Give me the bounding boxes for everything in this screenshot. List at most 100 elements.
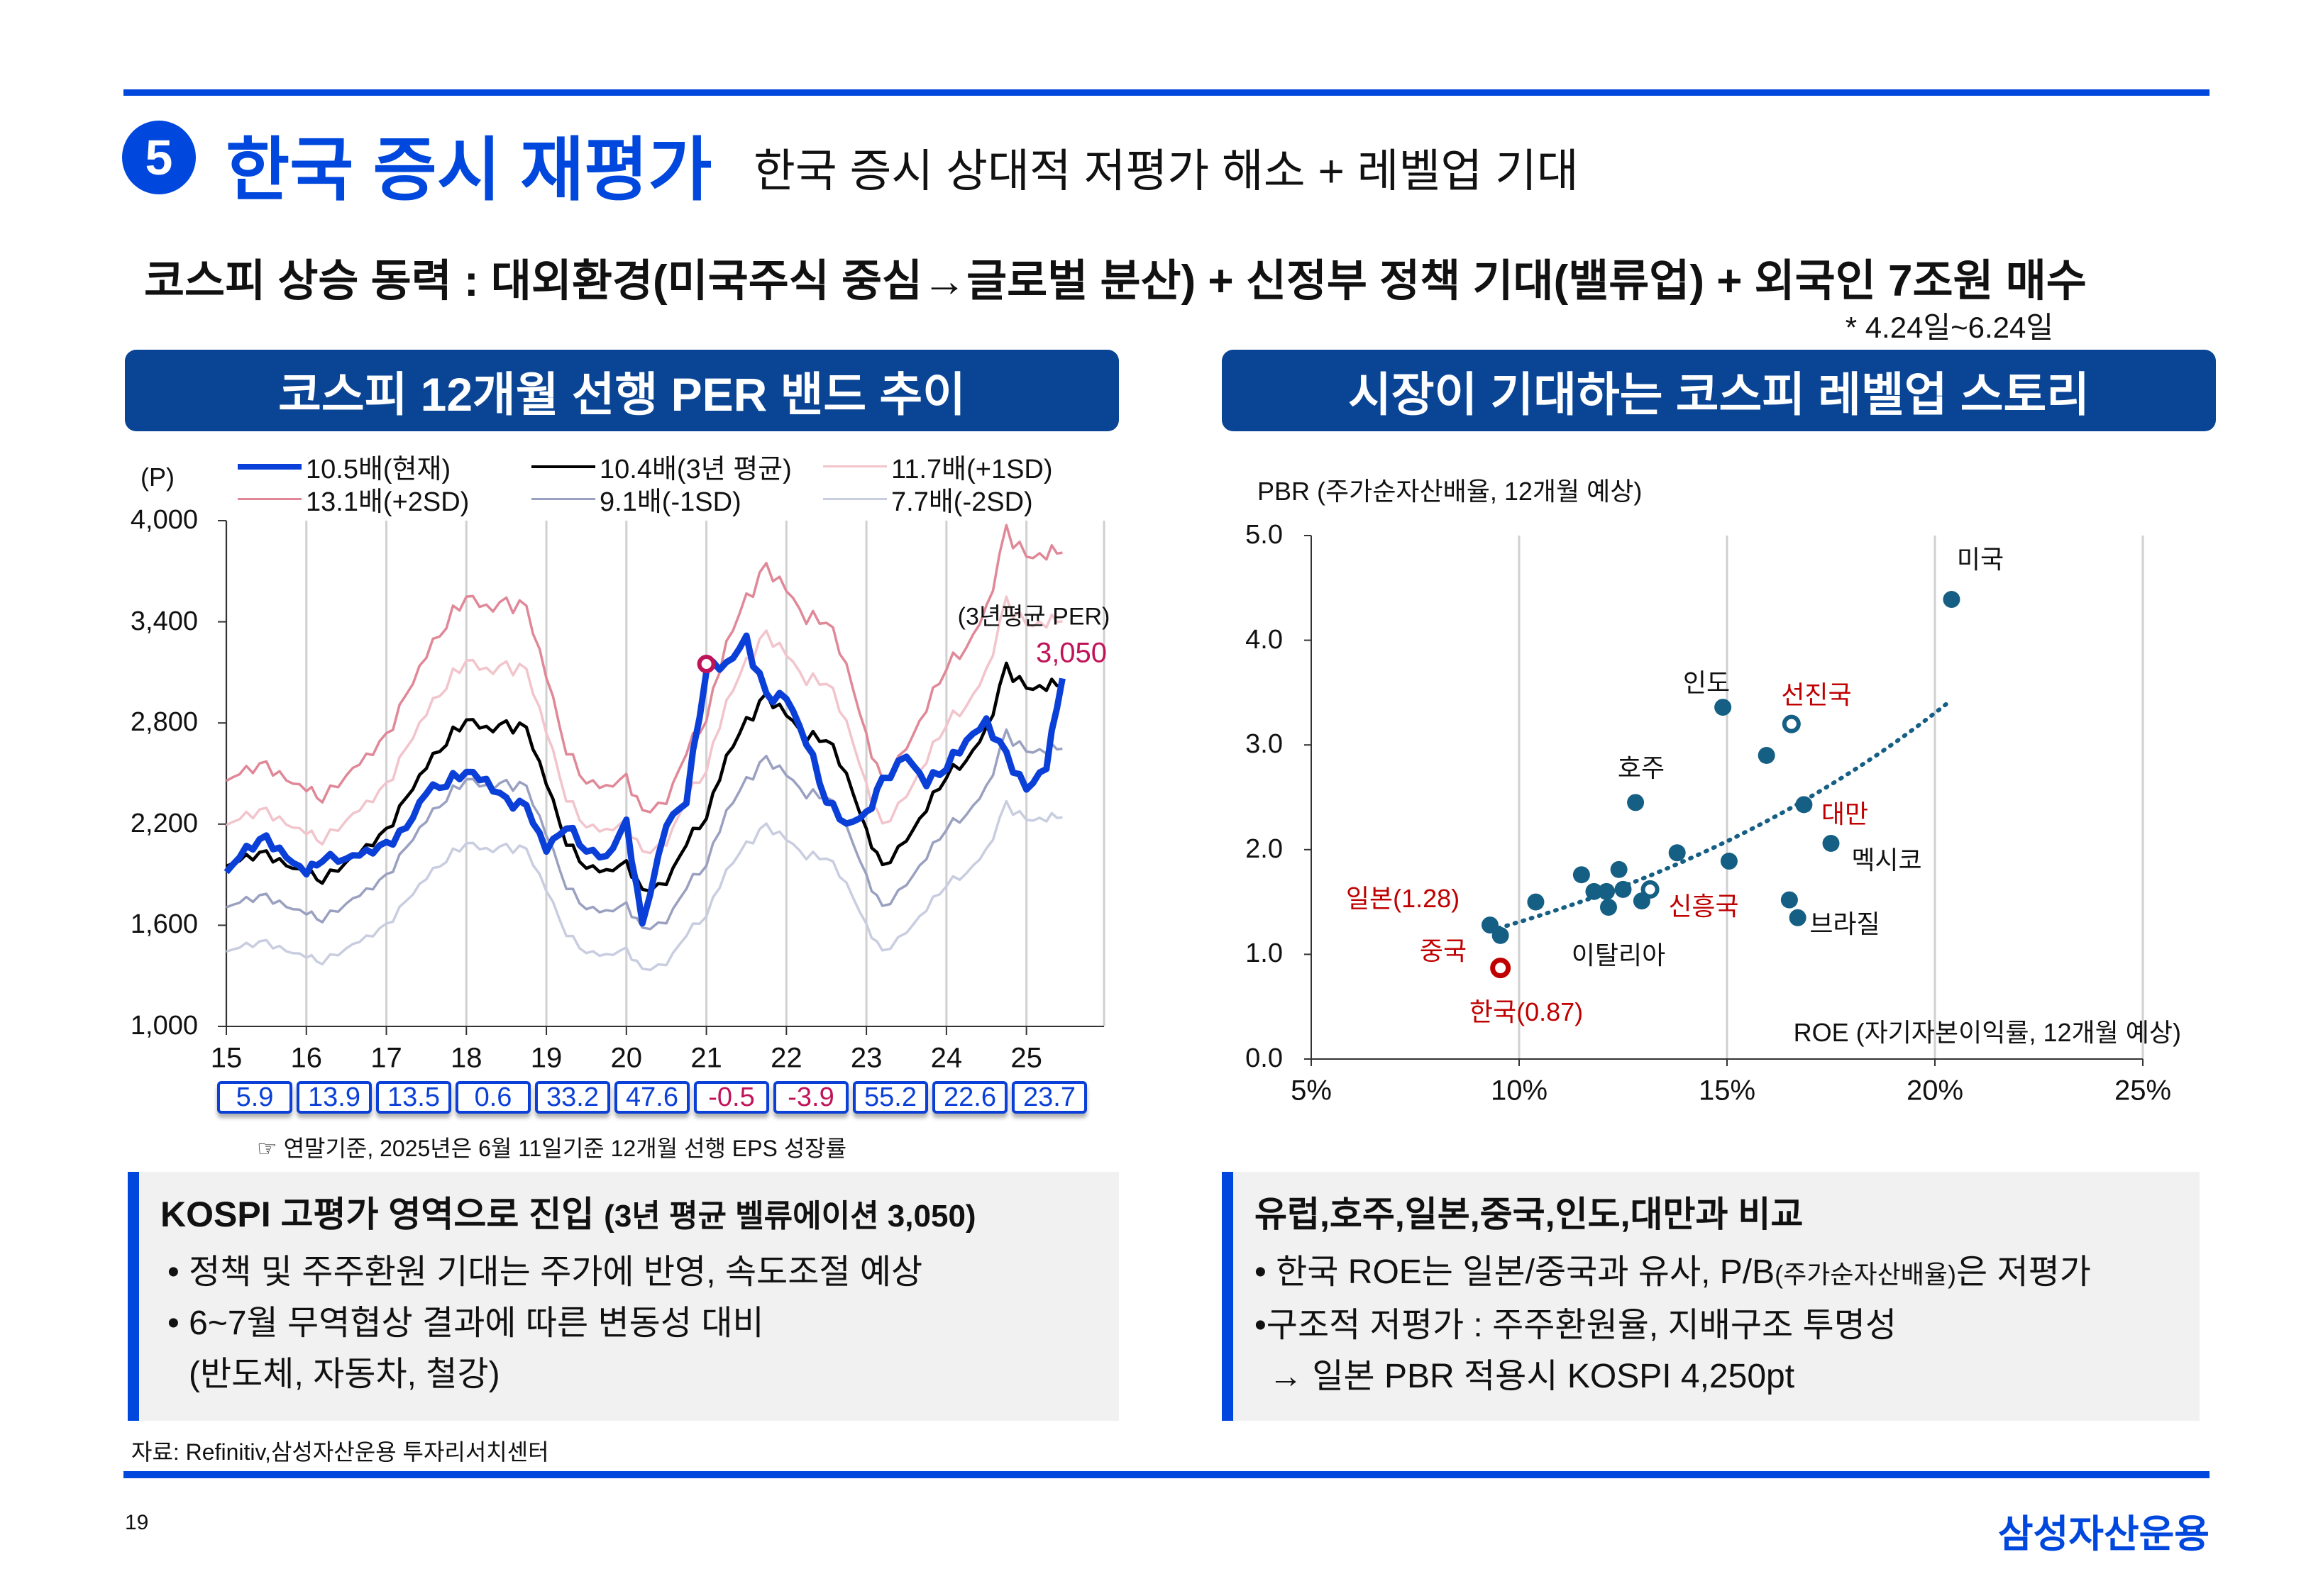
top-rule — [123, 89, 2210, 96]
scatter-point — [1610, 860, 1628, 878]
x-tick-label: 16 — [290, 1042, 323, 1074]
annotation-value: 3,050 — [1035, 637, 1108, 669]
annotation-label: (3년평균 PER) — [957, 603, 1110, 631]
bottom-rule — [123, 1471, 2210, 1478]
right-panel-header: 시장이 기대하는 코스피 레벨업 스토리 — [1222, 350, 2216, 431]
point-label: 일본(1.28) — [1345, 884, 1460, 913]
page-number: 19 — [125, 1511, 149, 1534]
x-tick-label: 17 — [370, 1042, 402, 1074]
scatter-point — [1481, 916, 1499, 934]
y-tick-label: 4,000 — [130, 505, 198, 535]
source-note: 자료: Refinitiv,삼성자산운용 투자리서치센터 — [131, 1439, 549, 1465]
series-line-plus1sd — [226, 595, 1063, 855]
scatter-point — [1780, 891, 1798, 909]
period-note: * 4.24일~6.24일 — [1845, 311, 2053, 344]
scatter-point — [1491, 926, 1509, 944]
scatter-point — [1795, 796, 1813, 814]
right-summary-line: • 한국 ROE는 일본/중국과 유사, P/B(주가순자산배율)은 저평가 — [1254, 1253, 2091, 1291]
left-summary-line: • 정책 및 주주환원 기대는 주가에 반영, 속도조절 예상 — [167, 1253, 923, 1291]
scatter-point — [1614, 880, 1632, 898]
legend-plus2sd: 13.1배(+2SD) — [238, 480, 469, 519]
point-label: 대만 — [1821, 799, 1869, 829]
scatter-point — [1668, 844, 1686, 862]
scatter-point — [1599, 898, 1617, 916]
y-axis-title: PBR (주가순자산배율, 12개월 예상) — [1257, 477, 1643, 506]
point-label: 이탈리아 — [1571, 941, 1666, 970]
legend-minus1sd: 9.1배(-1SD) — [531, 480, 741, 519]
right-summary-box: 유럽,호주,일본,중국,인도,대만과 비교 • 한국 ROE는 일본/중국과 유… — [1222, 1172, 2200, 1421]
x-tick-label: 19 — [530, 1042, 563, 1074]
y-tick-label: 1,000 — [130, 1011, 198, 1041]
scatter-point — [1527, 893, 1545, 911]
point-label: 한국(0.87) — [1469, 997, 1584, 1026]
series-line-mean — [226, 661, 1063, 893]
point-label: 인도 — [1682, 668, 1731, 697]
x-tick-label: 23 — [850, 1042, 883, 1074]
eps-growth-box: 33.2 — [535, 1081, 610, 1114]
scatter-point — [1640, 880, 1660, 899]
point-label: 호주 — [1617, 753, 1665, 782]
y-tick-label: 2,800 — [130, 707, 198, 738]
x-tick-label: 22 — [771, 1042, 802, 1074]
x-tick-label: 10% — [1490, 1075, 1548, 1107]
y-tick-label: 2.0 — [1245, 833, 1283, 864]
legend-minus2sd: 7.7배(-2SD) — [823, 480, 1033, 519]
scatter-point — [1714, 699, 1732, 716]
legend-plus1sd: 11.7배(+1SD) — [823, 447, 1053, 486]
x-tick-label: 25 — [1010, 1042, 1042, 1074]
x-tick-label: 21 — [690, 1042, 722, 1074]
right-summary-line: •구조적 저평가 : 주주환원율, 지배구조 투명성 — [1254, 1307, 1897, 1344]
point-label: 선진국 — [1781, 680, 1852, 709]
x-tick-label: 20% — [1906, 1075, 1964, 1107]
eps-growth-box: 22.6 — [932, 1081, 1008, 1114]
point-label: 중국 — [1419, 936, 1467, 965]
point-label: 미국 — [1956, 545, 2004, 574]
eps-growth-box: -3.9 — [773, 1081, 849, 1114]
lead-statement: 코스피 상승 동력 : 대외환경(미국주식 중심→글로벌 분산) + 신정부 정… — [144, 257, 2087, 306]
scatter-point — [1943, 591, 1960, 609]
x-tick-label: 18 — [451, 1042, 482, 1074]
eps-growth-box: 47.6 — [614, 1081, 690, 1114]
company-logo: 삼성자산운용 — [1997, 1513, 2210, 1556]
scatter-point — [1572, 866, 1590, 884]
page-subtitle: 한국 증시 상대적 저평가 해소 + 레벨업 기대 — [754, 145, 1579, 196]
y-tick-label: 4.0 — [1245, 624, 1283, 655]
legend-mean: 10.4배(3년 평균) — [531, 447, 792, 486]
scatter-point — [1598, 882, 1616, 900]
series-line-minus1sd — [226, 728, 1063, 931]
eps-note: ☞ 연말기준, 2025년은 6월 11일기준 12개월 선행 EPS 성장률 — [257, 1136, 847, 1161]
page-title: 한국 증시 재평가 — [226, 131, 712, 209]
y-unit-label: (P) — [140, 462, 175, 492]
series-line-kospi — [224, 632, 1066, 927]
eps-growth-box: -0.5 — [694, 1081, 769, 1114]
y-tick-label: 0.0 — [1245, 1043, 1283, 1073]
y-tick-label: 3.0 — [1245, 729, 1283, 760]
y-tick-label: 2,200 — [130, 808, 198, 838]
x-tick-label: 15 — [210, 1042, 243, 1074]
y-tick-label: 3,400 — [130, 606, 198, 636]
x-axis-title: ROE (자기자본이익률, 12개월 예상) — [1793, 1018, 2181, 1047]
trendline — [1496, 697, 1954, 931]
highlight-marker — [697, 655, 716, 674]
x-tick-label: 25% — [2114, 1075, 2172, 1107]
scatter-point — [1789, 909, 1806, 926]
x-tick-label: 5% — [1291, 1075, 1332, 1107]
x-tick-label: 15% — [1698, 1075, 1756, 1107]
eps-growth-box: 0.6 — [456, 1081, 531, 1114]
y-tick-label: 5.0 — [1245, 520, 1283, 550]
point-label: 신흥국 — [1668, 892, 1739, 921]
right-summary-heading: 유럽,호주,일본,중국,인도,대만과 비교 — [1254, 1195, 1804, 1234]
eps-growth-box: 5.9 — [217, 1081, 292, 1114]
left-panel-header: 코스피 12개월 선행 PER 밴드 추이 — [125, 350, 1119, 431]
x-tick-label: 20 — [610, 1042, 643, 1074]
scatter-point — [1585, 882, 1603, 900]
left-summary-heading: KOSPI 고평가 영역으로 진입 (3년 평균 벨류에이션 3,050) — [160, 1195, 976, 1234]
y-tick-label: 1.0 — [1245, 938, 1283, 969]
scatter-point — [1720, 853, 1738, 870]
point-label: 멕시코 — [1851, 846, 1922, 875]
series-line-minus2sd — [226, 799, 1063, 972]
y-tick-label: 1,600 — [130, 909, 198, 940]
eps-growth-box: 23.7 — [1012, 1081, 1087, 1114]
section-number-badge: 5 — [122, 121, 196, 194]
point-label: 브라질 — [1809, 909, 1880, 938]
